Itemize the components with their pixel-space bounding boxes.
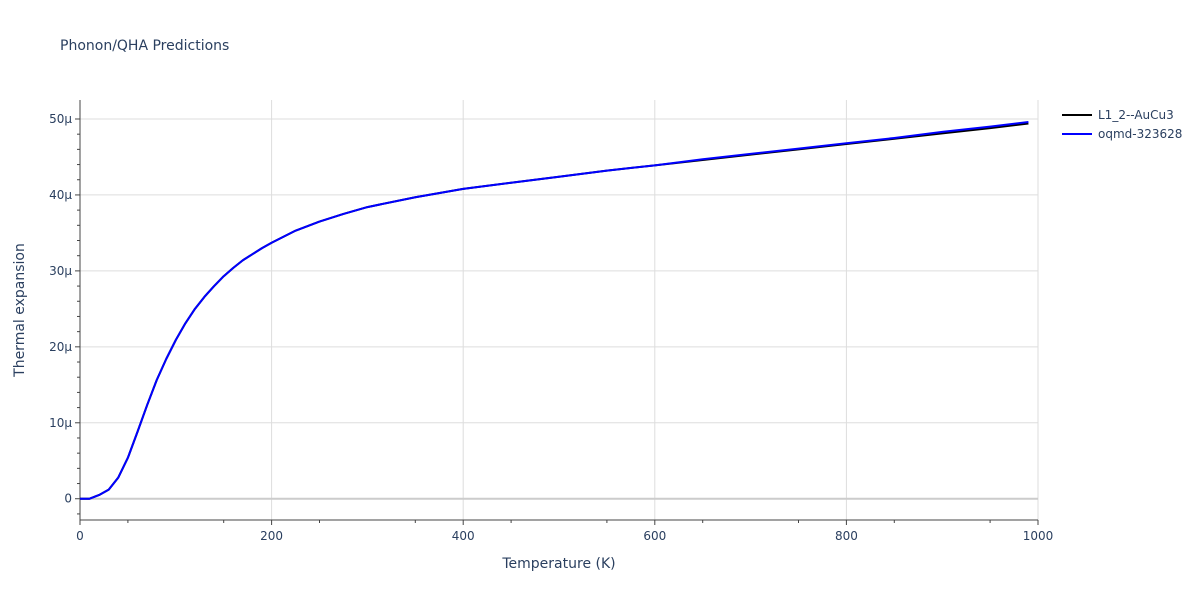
- chart-title: Phonon/QHA Predictions: [60, 38, 229, 54]
- legend-item[interactable]: oqmd-323628: [1062, 127, 1182, 141]
- x-tick-label: 400: [452, 529, 475, 543]
- axes: 0 200 400 600 800 1000 0 10µ 20µ 30µ 40µ 50µ: [49, 100, 1053, 543]
- x-tick-label: 800: [835, 529, 858, 543]
- x-tick-label: 0: [76, 529, 84, 543]
- legend[interactable]: L1_2--AuCu3 oqmd-323628: [1062, 108, 1182, 141]
- series-line-2: [80, 121, 1029, 500]
- y-tick-label: 30µ: [49, 264, 72, 278]
- grid: [80, 100, 1039, 520]
- y-tick-label: 40µ: [49, 188, 72, 202]
- x-axis-title: Temperature (K): [501, 556, 615, 572]
- y-tick-label: 10µ: [49, 416, 72, 430]
- x-tick-label: 200: [260, 529, 283, 543]
- series-layer: [80, 121, 1029, 500]
- legend-label: L1_2--AuCu3: [1098, 108, 1174, 122]
- legend-label: oqmd-323628: [1098, 127, 1182, 141]
- y-tick-label: 20µ: [49, 340, 72, 354]
- y-axis-title: Thermal expansion: [12, 243, 28, 378]
- y-tick-label: 0: [64, 492, 72, 506]
- x-tick-label: 600: [643, 529, 666, 543]
- series-line-1: [80, 122, 1029, 500]
- legend-item[interactable]: L1_2--AuCu3: [1062, 108, 1174, 122]
- x-tick-label: 1000: [1023, 529, 1054, 543]
- y-tick-label: 50µ: [49, 112, 72, 126]
